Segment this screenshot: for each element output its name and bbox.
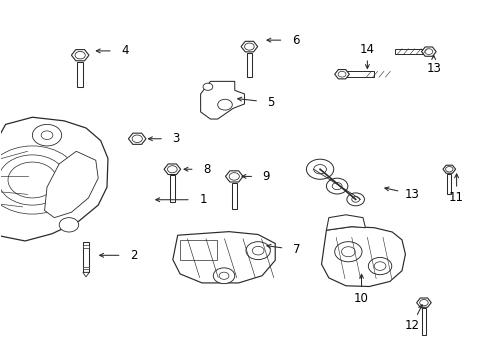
Polygon shape (326, 215, 365, 230)
Bar (82, 245, 89, 248)
Bar (82, 266, 89, 269)
Polygon shape (128, 133, 146, 144)
Circle shape (313, 165, 326, 174)
Circle shape (244, 43, 254, 50)
Circle shape (8, 162, 57, 198)
Circle shape (203, 83, 212, 90)
Circle shape (41, 131, 53, 139)
Circle shape (326, 178, 347, 194)
Circle shape (0, 146, 79, 214)
Circle shape (217, 99, 232, 110)
Text: 12: 12 (404, 319, 419, 332)
Circle shape (213, 268, 234, 284)
Polygon shape (82, 273, 89, 277)
Circle shape (341, 247, 354, 257)
Circle shape (334, 242, 361, 262)
Circle shape (32, 125, 61, 146)
Bar (447, 174, 450, 194)
Circle shape (419, 300, 427, 306)
Circle shape (75, 51, 85, 59)
Text: 8: 8 (203, 163, 210, 176)
Text: 2: 2 (130, 249, 137, 262)
Bar (180, 240, 216, 260)
Text: 13: 13 (426, 62, 440, 75)
Text: 9: 9 (262, 170, 270, 183)
Text: 7: 7 (292, 243, 300, 256)
Bar (169, 175, 174, 202)
Bar (394, 49, 426, 54)
Polygon shape (321, 226, 405, 287)
Circle shape (351, 197, 359, 202)
Circle shape (167, 166, 177, 173)
Text: 5: 5 (267, 96, 274, 109)
Polygon shape (421, 47, 435, 56)
Circle shape (306, 159, 333, 179)
Polygon shape (442, 165, 455, 173)
Text: 3: 3 (172, 132, 180, 145)
Text: 6: 6 (291, 33, 299, 47)
Polygon shape (225, 171, 243, 182)
Text: 4: 4 (121, 44, 128, 57)
Polygon shape (71, 50, 89, 61)
Bar (421, 308, 425, 335)
Bar (341, 71, 373, 77)
Circle shape (132, 135, 142, 143)
Circle shape (445, 167, 452, 172)
Circle shape (346, 193, 364, 206)
Polygon shape (416, 298, 430, 307)
Polygon shape (200, 81, 244, 119)
Circle shape (373, 262, 385, 270)
Circle shape (367, 257, 391, 275)
Polygon shape (241, 41, 257, 52)
Circle shape (245, 242, 270, 260)
Polygon shape (163, 164, 180, 175)
Polygon shape (0, 117, 108, 241)
Text: 11: 11 (448, 192, 463, 204)
Bar (77, 62, 82, 87)
Text: 1: 1 (199, 193, 206, 206)
Polygon shape (172, 231, 275, 283)
Circle shape (252, 246, 264, 255)
Bar (82, 242, 89, 273)
Text: 13: 13 (404, 188, 419, 201)
Polygon shape (44, 151, 98, 218)
Text: 10: 10 (353, 292, 368, 305)
Circle shape (59, 218, 79, 232)
Circle shape (0, 155, 66, 205)
Circle shape (229, 173, 239, 180)
Circle shape (219, 272, 228, 279)
Circle shape (337, 71, 345, 77)
Bar (231, 183, 237, 209)
Polygon shape (334, 69, 348, 79)
Circle shape (424, 49, 432, 54)
Circle shape (331, 183, 341, 190)
Text: 14: 14 (359, 42, 374, 55)
Bar (246, 53, 251, 77)
